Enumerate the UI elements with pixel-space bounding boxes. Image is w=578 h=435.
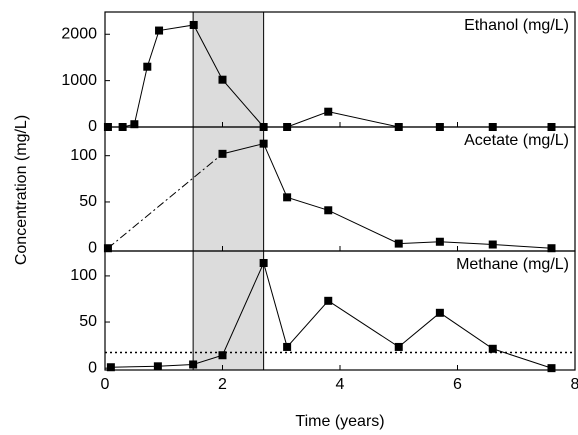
marker — [435, 237, 444, 246]
marker — [547, 364, 556, 373]
panel-title: Methane (mg/L) — [456, 256, 569, 273]
panel-title: Ethanol (mg/L) — [464, 17, 569, 34]
marker — [218, 351, 227, 360]
marker — [153, 362, 162, 371]
panel-title: Acetate (mg/L) — [464, 132, 569, 149]
marker — [283, 342, 292, 351]
y-axis-label: Concentration (mg/L) — [13, 115, 30, 265]
marker — [143, 62, 152, 71]
marker — [324, 296, 333, 305]
marker — [218, 75, 227, 84]
marker — [488, 344, 497, 353]
marker — [488, 240, 497, 249]
y-tick-label: 0 — [88, 118, 97, 135]
y-tick-label: 50 — [79, 193, 97, 210]
marker — [283, 193, 292, 202]
marker — [435, 308, 444, 317]
marker — [155, 26, 164, 35]
x-tick-label: 8 — [571, 376, 578, 393]
y-tick-label: 0 — [88, 239, 97, 256]
y-tick-label: 2000 — [61, 25, 97, 42]
marker — [324, 107, 333, 116]
x-tick-label: 6 — [453, 376, 462, 393]
shaded-region — [192, 11, 265, 371]
x-axis-label: Time (years) — [295, 413, 384, 430]
marker — [394, 239, 403, 248]
x-tick-label: 4 — [336, 376, 345, 393]
y-tick-label: 0 — [88, 359, 97, 376]
y-tick-label: 1000 — [61, 72, 97, 89]
marker — [218, 149, 227, 158]
x-tick-label: 0 — [101, 376, 110, 393]
y-tick-label: 100 — [70, 147, 97, 164]
marker — [259, 258, 268, 267]
x-tick-label: 2 — [218, 376, 227, 393]
marker — [106, 363, 115, 372]
marker — [103, 244, 112, 253]
y-tick-label: 50 — [79, 313, 97, 330]
marker — [547, 244, 556, 253]
marker — [130, 120, 139, 129]
marker — [324, 206, 333, 215]
y-tick-label: 100 — [70, 267, 97, 284]
series-line — [107, 153, 223, 249]
marker — [394, 342, 403, 351]
series-line — [222, 143, 552, 249]
marker — [259, 139, 268, 148]
marker — [189, 20, 198, 29]
marker — [189, 360, 198, 369]
